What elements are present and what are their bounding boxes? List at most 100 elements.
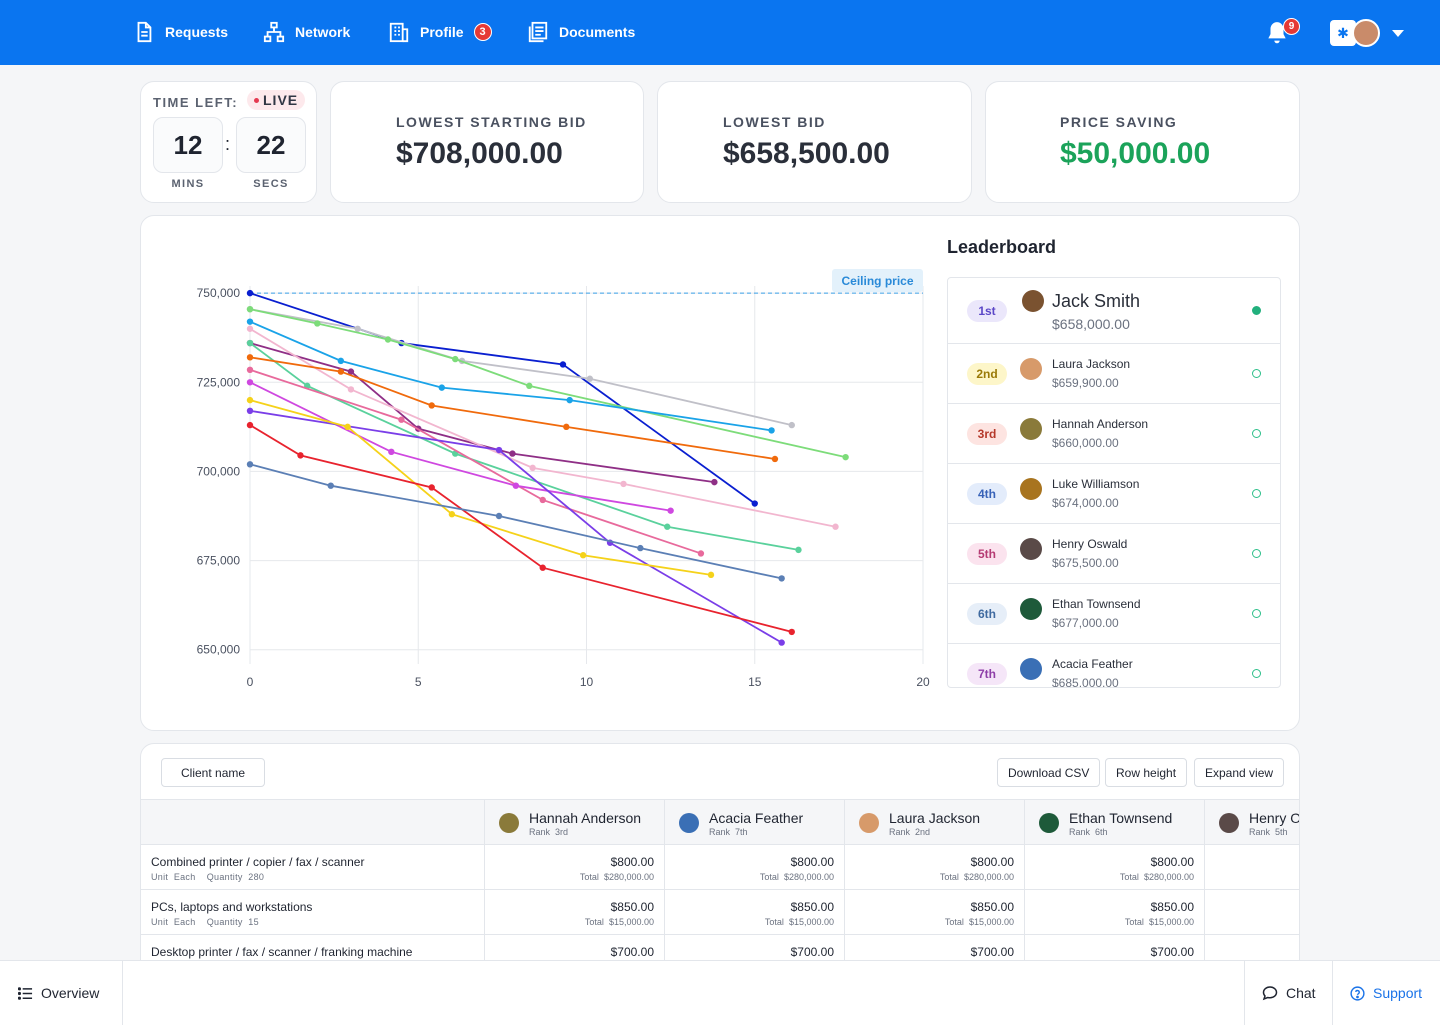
- client-name-button[interactable]: Client name: [161, 758, 266, 787]
- bid-price: $850.00: [970, 900, 1014, 914]
- bottom-bar: Overview Chat Support: [0, 960, 1440, 1025]
- series-line: [249, 342, 799, 551]
- bid-total: Total $15,000.00: [844, 917, 1014, 927]
- data-point: [539, 564, 546, 571]
- company-logo: ✱: [1330, 20, 1356, 46]
- building-icon: [389, 22, 409, 43]
- bid-total: Total $15,000.00: [484, 917, 654, 927]
- bid-price: $850.00: [1150, 900, 1194, 914]
- row-height-button[interactable]: Row height: [1105, 758, 1188, 787]
- vendor-column-header[interactable]: Henry OswaldRank 5th: [1204, 800, 1299, 846]
- rank-badge: 6th: [967, 603, 1007, 625]
- bid-price: $700.00: [610, 945, 654, 959]
- data-point: [246, 379, 254, 386]
- user-menu[interactable]: ✱: [1330, 19, 1404, 47]
- data-point: [795, 546, 802, 554]
- series-line: [249, 381, 671, 512]
- bid-price: $700.00: [970, 945, 1014, 959]
- download-csv-button[interactable]: Download CSV: [997, 758, 1101, 787]
- bidder-name: Laura Jackson: [1052, 357, 1131, 371]
- total-value: $280,000.00: [783, 872, 834, 882]
- bid-total: Total $15,000.00: [1204, 917, 1299, 927]
- avatar: [1020, 418, 1042, 440]
- support-button[interactable]: Support: [1350, 961, 1422, 1025]
- chat-label: Chat: [1286, 985, 1316, 1001]
- x-tick-label: 15: [748, 675, 762, 689]
- column-divider: [1204, 799, 1205, 982]
- data-point: [529, 464, 536, 472]
- series-line: [249, 308, 846, 459]
- data-point: [448, 511, 456, 518]
- rank-badge: 3rd: [967, 423, 1007, 445]
- nav-documents[interactable]: Documents: [527, 20, 635, 44]
- data-point: [778, 575, 785, 582]
- unit-label: Unit: [151, 917, 169, 927]
- table-row[interactable]: PCs, laptops and workstations Unit Each Q…: [141, 890, 1299, 935]
- leaderboard-row[interactable]: 4th Luke Williamson $674,000.00: [948, 464, 1280, 524]
- data-point: [707, 571, 715, 579]
- quantity-label: Quantity: [206, 872, 243, 882]
- data-point: [751, 500, 758, 507]
- support-label: Support: [1373, 985, 1423, 1001]
- document-icon: [137, 21, 152, 43]
- leaderboard-row[interactable]: 5th Henry Oswald $675,500.00: [948, 524, 1280, 584]
- series-line: [249, 409, 783, 644]
- bid-price: $850.00: [1204, 900, 1299, 914]
- overview-button[interactable]: Overview: [18, 961, 99, 1025]
- bidder-name: Acacia Feather: [1052, 657, 1133, 671]
- data-point: [559, 361, 567, 368]
- timer-card: TIME LEFT: LIVE 12 : 22 MINS SECS: [140, 81, 317, 203]
- leaderboard-row[interactable]: 1st Jack Smith $658,000.00: [948, 278, 1280, 344]
- data-point: [347, 368, 355, 375]
- vendor-column-header[interactable]: Acacia Feather Rank 7th: [664, 800, 844, 846]
- data-point: [788, 421, 795, 429]
- avatar: [1020, 598, 1042, 620]
- leaderboard-row[interactable]: 7th Acacia Feather $685,000.00: [948, 644, 1280, 687]
- vendor-column-header[interactable]: Ethan Townsend Rank 6th: [1024, 800, 1204, 846]
- seconds-value: 22: [236, 117, 306, 173]
- leaderboard-row[interactable]: 3rd Hannah Anderson $660,000.00: [948, 404, 1280, 464]
- table-row[interactable]: Combined printer / copier / fax / scanne…: [141, 845, 1299, 890]
- data-point: [246, 339, 254, 347]
- data-point: [246, 407, 254, 415]
- bell-icon[interactable]: [1264, 20, 1290, 46]
- item-name: PCs, laptops and workstations: [151, 900, 313, 914]
- nav-requests[interactable]: Requests: [133, 20, 228, 44]
- stat-value: $50,000.00: [1060, 137, 1211, 170]
- data-point: [347, 386, 355, 393]
- live-label: LIVE: [263, 92, 299, 108]
- data-point: [579, 552, 587, 559]
- bidder-name: Ethan Townsend: [1052, 597, 1141, 611]
- ceiling-label: Ceiling price: [841, 274, 913, 288]
- bid-price: $700.00: [790, 945, 834, 959]
- series-line: [249, 356, 776, 460]
- bid-total: Total $280,000.00: [844, 872, 1014, 882]
- bids-table-card: Client name Download CSV Row height Expa…: [140, 743, 1300, 983]
- rank-value: 5th: [1275, 827, 1288, 837]
- chat-button[interactable]: Chat: [1262, 961, 1316, 1025]
- total-value: $280,000.00: [1143, 872, 1194, 882]
- nav-network[interactable]: Network: [263, 20, 350, 44]
- leaderboard-list: 1st Jack Smith $658,000.00 2nd Laura Jackson…: [947, 277, 1281, 688]
- leaderboard-row[interactable]: 2nd Laura Jackson $659,900.00: [948, 344, 1280, 404]
- vendor-column-header[interactable]: Laura Jackson Rank 2nd: [844, 800, 1024, 846]
- vendor-rank: Rank 5th: [1249, 827, 1288, 837]
- leaderboard-row[interactable]: 6th Ethan Townsend $677,000.00: [948, 584, 1280, 644]
- rank-prefix: Rank: [889, 827, 911, 837]
- help-circle-icon: [1350, 985, 1365, 1001]
- divider: [122, 961, 123, 1025]
- y-tick-label: 725,000: [197, 375, 241, 389]
- vendor-rank: Rank 6th: [1069, 827, 1108, 837]
- stat-label: LOWEST BID: [723, 114, 826, 130]
- expand-view-button[interactable]: Expand view: [1194, 758, 1285, 787]
- data-point: [495, 446, 503, 454]
- status-dot-icon: [1252, 669, 1261, 678]
- bid-price: $700.00: [1150, 945, 1194, 959]
- total-label: Total: [1119, 872, 1139, 882]
- vendor-column-header[interactable]: Hannah Anderson Rank 3rd: [484, 800, 664, 846]
- column-divider: [1024, 799, 1025, 982]
- nav-profile[interactable]: Profile 3: [388, 20, 492, 44]
- data-point: [711, 478, 718, 486]
- live-badge: LIVE: [247, 90, 306, 110]
- overview-label: Overview: [41, 985, 100, 1001]
